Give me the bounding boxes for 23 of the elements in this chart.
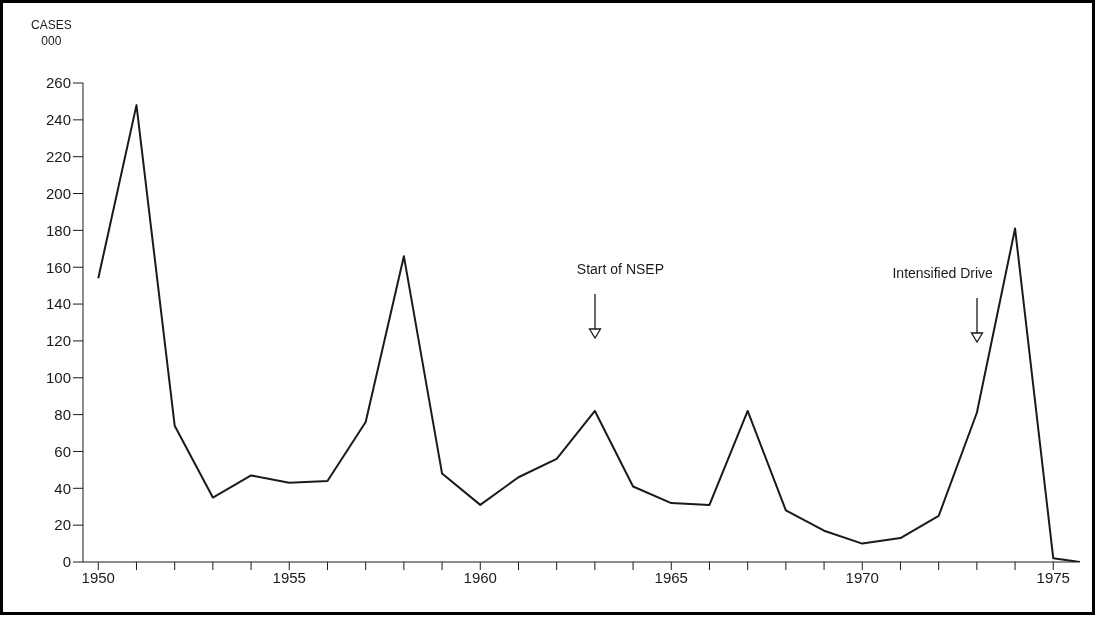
y-tick-label: 20	[54, 516, 71, 534]
y-tick-label: 160	[45, 258, 71, 276]
y-tick-label: 0	[62, 553, 71, 571]
y-tick-label: 140	[45, 295, 71, 313]
x-tick-label: 1965	[654, 568, 688, 586]
y-tick-label: 180	[45, 221, 71, 239]
y-tick-label: 260	[45, 74, 71, 92]
y-tick-label: 80	[54, 405, 71, 423]
y-tick-label: 40	[54, 479, 71, 497]
y-tick-label: 100	[45, 369, 71, 387]
y-tick-label: 220	[45, 148, 71, 166]
y-axis-title: CASES 000	[31, 17, 72, 49]
x-tick-label: 1960	[463, 568, 497, 586]
x-tick-label: 1975	[1036, 568, 1070, 586]
y-tick-label: 200	[45, 184, 71, 202]
annotation: Start of NSEP	[576, 261, 665, 278]
y-tick-label: 120	[45, 332, 71, 350]
x-tick-label: 1955	[272, 568, 306, 586]
x-tick-label: 1970	[845, 568, 879, 586]
annotation: Intensified Drive	[892, 264, 993, 281]
x-tick-label: 1950	[81, 568, 115, 586]
y-tick-label: 240	[45, 111, 71, 129]
y-tick-label: 60	[54, 442, 71, 460]
